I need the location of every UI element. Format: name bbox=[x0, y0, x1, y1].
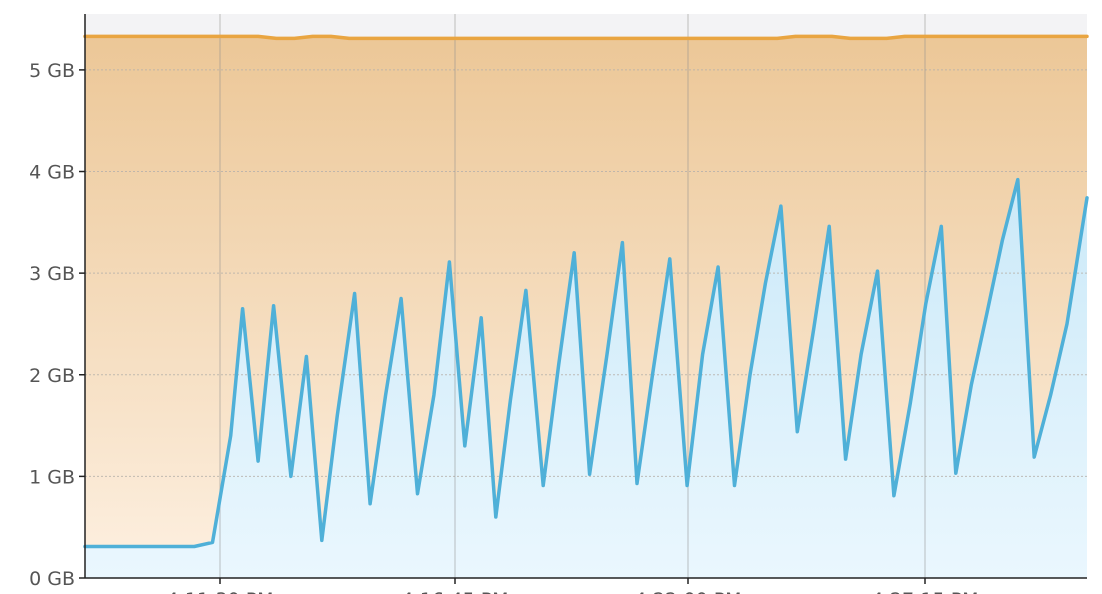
y-tick-label: 4 GB bbox=[29, 162, 75, 184]
series-lines bbox=[83, 34, 1089, 549]
y-tick-label: 1 GB bbox=[29, 466, 75, 488]
x-tick-label: 4:16:45 PM bbox=[401, 589, 508, 594]
x-tick-label: 4:22:00 PM bbox=[634, 589, 741, 594]
series-1-line bbox=[83, 177, 1089, 549]
tick-labels: 0 GB 1 GB 2 GB 3 GB 4 GB 5 GB 4:11:30 PM 4:16:4… bbox=[29, 60, 978, 594]
y-tick-label: 3 GB bbox=[29, 263, 75, 285]
y-tick-label: 5 GB bbox=[29, 60, 75, 82]
x-tick-label: 4:27:15 PM bbox=[871, 589, 978, 594]
x-tick-label: 4:11:30 PM bbox=[166, 589, 273, 594]
series-1-area bbox=[85, 179, 1087, 578]
series-areas bbox=[85, 36, 1087, 578]
y-tick-label: 2 GB bbox=[29, 365, 75, 387]
y-tick-label: 0 GB bbox=[29, 568, 75, 590]
series-0-line bbox=[83, 34, 1089, 41]
axes bbox=[79, 14, 1087, 584]
